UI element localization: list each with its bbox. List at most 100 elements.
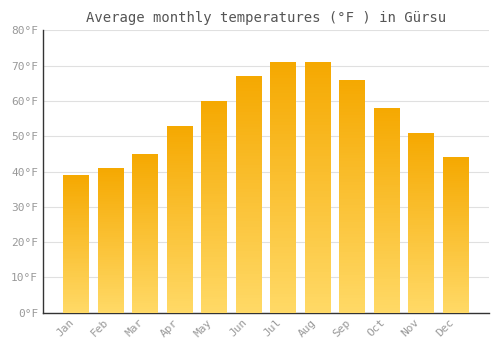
Bar — [236, 233, 262, 236]
Bar — [270, 159, 296, 162]
Bar — [201, 231, 227, 233]
Bar — [374, 264, 400, 267]
Bar — [132, 214, 158, 215]
Bar — [201, 249, 227, 252]
Bar — [132, 295, 158, 297]
Bar — [166, 278, 192, 280]
Bar — [270, 190, 296, 194]
Bar — [339, 100, 365, 103]
Bar — [236, 242, 262, 245]
Bar — [408, 218, 434, 220]
Bar — [339, 272, 365, 275]
Bar — [201, 217, 227, 220]
Bar — [63, 189, 89, 190]
Bar — [63, 284, 89, 285]
Bar — [442, 245, 468, 247]
Bar — [304, 122, 330, 125]
Bar — [442, 297, 468, 299]
Bar — [339, 129, 365, 132]
Bar — [339, 112, 365, 115]
Bar — [339, 138, 365, 141]
Bar — [236, 274, 262, 277]
Bar — [442, 227, 468, 229]
Bar — [374, 195, 400, 197]
Bar — [98, 222, 124, 224]
Bar — [374, 241, 400, 244]
Bar — [63, 309, 89, 311]
Bar — [304, 75, 330, 78]
Bar — [408, 259, 434, 261]
Bar — [408, 279, 434, 281]
Bar — [374, 182, 400, 185]
Bar — [132, 255, 158, 257]
Bar — [408, 236, 434, 238]
Bar — [132, 287, 158, 289]
Bar — [408, 304, 434, 306]
Bar — [236, 203, 262, 206]
Bar — [236, 174, 262, 177]
Bar — [132, 303, 158, 305]
Bar — [132, 160, 158, 162]
Bar — [339, 109, 365, 112]
Bar — [98, 296, 124, 298]
Bar — [374, 300, 400, 302]
Bar — [63, 206, 89, 208]
Bar — [374, 251, 400, 254]
Bar — [132, 293, 158, 295]
Bar — [442, 291, 468, 293]
Bar — [98, 190, 124, 191]
Bar — [63, 223, 89, 225]
Bar — [98, 177, 124, 179]
Bar — [63, 299, 89, 301]
Bar — [63, 209, 89, 211]
Bar — [270, 234, 296, 238]
Bar — [166, 245, 192, 247]
Bar — [442, 295, 468, 297]
Bar — [270, 203, 296, 206]
Bar — [408, 272, 434, 274]
Bar — [339, 188, 365, 190]
Bar — [339, 91, 365, 95]
Bar — [304, 253, 330, 256]
Bar — [63, 211, 89, 213]
Bar — [270, 78, 296, 81]
Bar — [132, 208, 158, 209]
Bar — [304, 259, 330, 262]
Bar — [270, 266, 296, 269]
Bar — [339, 170, 365, 173]
Bar — [270, 238, 296, 241]
Bar — [201, 186, 227, 188]
Bar — [304, 269, 330, 272]
Bar — [201, 292, 227, 294]
Bar — [201, 275, 227, 278]
Bar — [442, 181, 468, 183]
Bar — [98, 271, 124, 273]
Bar — [270, 172, 296, 175]
Bar — [442, 268, 468, 270]
Bar — [304, 144, 330, 147]
Bar — [374, 172, 400, 175]
Bar — [374, 187, 400, 190]
Bar — [166, 191, 192, 194]
Bar — [442, 282, 468, 284]
Bar — [304, 69, 330, 72]
Bar — [408, 148, 434, 151]
Bar — [408, 173, 434, 175]
Bar — [201, 228, 227, 231]
Bar — [442, 264, 468, 266]
Bar — [270, 103, 296, 106]
Bar — [236, 295, 262, 298]
Bar — [132, 202, 158, 203]
Bar — [408, 144, 434, 146]
Bar — [201, 101, 227, 104]
Bar — [270, 216, 296, 219]
Bar — [201, 202, 227, 204]
Bar — [408, 241, 434, 243]
Bar — [201, 215, 227, 217]
Bar — [374, 220, 400, 223]
Bar — [201, 299, 227, 302]
Bar — [236, 180, 262, 183]
Bar — [442, 258, 468, 260]
Bar — [166, 184, 192, 187]
Bar — [339, 240, 365, 243]
